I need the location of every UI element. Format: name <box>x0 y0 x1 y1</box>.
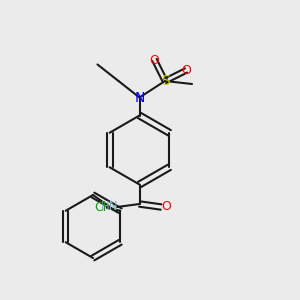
Text: O: O <box>162 200 171 214</box>
Text: S: S <box>160 74 169 88</box>
Text: HN: HN <box>101 200 118 214</box>
Text: O: O <box>181 64 191 77</box>
Text: O: O <box>150 53 159 67</box>
Text: N: N <box>134 91 145 104</box>
Text: Cl: Cl <box>95 201 107 214</box>
